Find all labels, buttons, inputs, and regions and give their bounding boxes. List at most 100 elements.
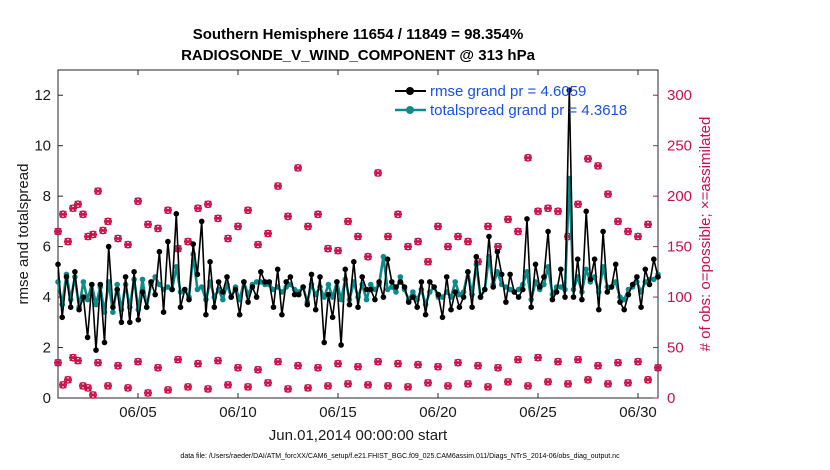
rmse-point [101,339,108,346]
rmse-point [291,291,298,298]
obs-assimilated-marker [434,363,442,371]
obs-assimilated-marker [434,222,442,231]
rmse-point [334,279,340,285]
rmse-point [515,294,522,300]
rmse-point [452,289,459,295]
rmse-point [604,289,611,295]
obs-assimilated-marker [404,383,412,391]
rmse-point [389,279,395,285]
x-tick-label: 06/10 [219,404,257,421]
rmse-point [410,294,416,300]
rmse-point [110,304,116,311]
rmse-point [414,304,421,311]
totalspread-point [524,269,530,275]
rmse-point [405,299,412,305]
rmse-point [76,306,82,313]
rmse-point [304,301,311,308]
obs-assimilated-marker [174,355,182,364]
rmse-point [591,256,598,263]
obs-assimilated-marker [154,224,162,233]
obs-assimilated-marker [104,217,112,226]
rmse-point [93,347,99,353]
rmse-point [490,284,497,290]
rmse-point [266,279,273,285]
obs-assimilated-marker [614,358,622,367]
x-axis-ticks: 06/05 06/10 06/15 06/20 06/25 06/30 [119,70,657,421]
obs-assimilated-marker [594,362,602,370]
obs-assimilated-marker [414,237,422,246]
rmse-point [494,248,501,255]
rmse-point [338,342,344,348]
rmse-point [236,311,243,318]
obs-assimilated-marker [264,229,272,238]
obs-assimilated-marker [584,376,592,384]
rmse-point [600,228,606,235]
obs-assimilated-marker [414,361,422,369]
totalspread-point [651,276,657,283]
obs-assimilated-marker [624,379,632,387]
rmse-point [182,286,188,293]
obs-assimilated-marker [584,155,592,163]
rmse-point [355,304,361,311]
rmse-point [118,319,125,326]
obs-assimilated-marker [144,220,152,229]
obs-assimilated-marker [99,226,107,235]
y-left-tick-label: 8 [43,188,51,205]
rmse-point [507,271,513,278]
rmse-point [55,261,61,268]
rmse-point [384,256,391,263]
rmse-point [439,314,446,321]
rmse-point [186,296,192,303]
obs-assimilated-marker [274,357,282,366]
obs-assimilated-marker [624,227,632,236]
rmse-point [224,274,230,280]
obs-assimilated-marker [194,204,202,212]
legend-rmse-label: rmse grand pr = 4.6059 [430,83,586,100]
rmse-point [465,269,471,275]
obs-assimilated-marker [654,364,662,372]
obs-assimilated-marker [254,240,262,249]
x-tick-label: 06/30 [619,404,657,421]
rmse-point [296,291,302,298]
rmse-point [131,269,137,275]
rmse-point [169,286,175,293]
obs-assimilated-marker [544,204,552,212]
data-file-footer: data file: /Users/raeder/DAI/ATM_forcXX/… [180,453,620,460]
obs-assimilated-marker [124,384,132,392]
rmse-point [59,314,65,321]
rmse-point [270,304,277,311]
rmse-point [228,294,234,300]
rmse-point [524,216,530,222]
rmse-point [562,294,568,300]
totalspread-point [397,274,404,280]
rmse-point [122,274,129,280]
obs-assimilated-marker [254,366,262,374]
obs-assimilated-marker [79,210,87,219]
obs-assimilated-marker [314,210,322,219]
obs-assimilated-marker [604,190,612,198]
obs-assimilated-marker [604,380,612,388]
rmse-point [207,259,213,265]
rmse-point [376,279,382,285]
rmse-point [143,304,150,311]
obs-assimilated-marker [424,379,432,387]
totalspread-point [325,281,332,288]
obs-assimilated-marker [114,362,122,370]
obs-assimilated-marker [64,237,72,246]
totalspread-point [583,266,589,273]
totalspread-point [173,264,180,270]
y-right-tick-label: 200 [667,188,692,205]
rmse-point [587,276,594,283]
obs-assimilated-marker [484,383,492,391]
obs-assimilated-marker [554,207,562,215]
rmse-point [498,271,505,278]
rmse-point [262,279,268,285]
rmse-point [321,339,328,346]
rmse-point [621,306,627,313]
rmse-point [279,311,285,318]
rmse-point [528,304,534,311]
obs-assimilated-marker [354,232,362,241]
rmse-point [198,218,205,225]
obs-assimilated-marker [69,204,77,212]
rmse-point [173,211,180,217]
